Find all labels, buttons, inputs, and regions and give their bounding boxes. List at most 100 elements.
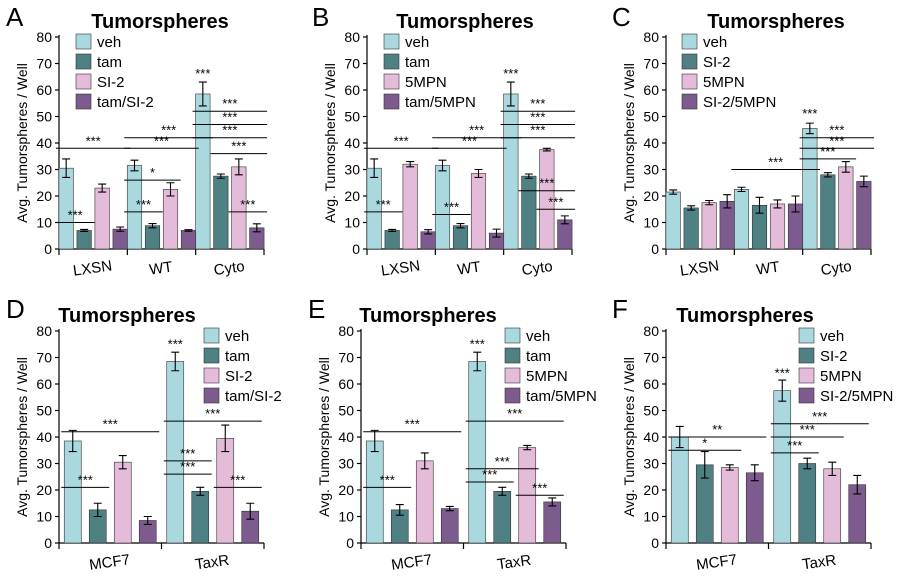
significance-label: *** <box>222 96 237 111</box>
significance-label: *** <box>539 176 554 191</box>
legend-swatch <box>203 367 220 384</box>
legend-swatch <box>383 53 400 70</box>
error-bar <box>828 461 837 476</box>
bar <box>216 438 235 544</box>
y-tick-label: 20 <box>36 188 52 204</box>
error-bar <box>221 424 230 453</box>
significance-label: *** <box>530 96 545 111</box>
bar <box>543 501 562 544</box>
significance-label: *** <box>469 123 484 138</box>
significance-label: *** <box>820 144 835 159</box>
y-tick-label: 80 <box>338 323 354 339</box>
legend-label: SI-2/5MPN <box>703 94 776 111</box>
legend-label: tam <box>526 348 551 365</box>
significance-label: *** <box>802 106 817 121</box>
y-tick-label: 20 <box>643 482 659 498</box>
error-bar <box>473 351 482 372</box>
significance-label: *** <box>829 123 844 138</box>
legend-swatch <box>681 33 698 50</box>
error-bar <box>669 189 678 195</box>
significance-label: *** <box>787 438 802 453</box>
x-tick-label: Cyto <box>820 258 853 279</box>
bar <box>493 491 512 544</box>
significance-label: *** <box>161 123 176 138</box>
legend-label: SI-2 <box>97 74 125 91</box>
y-tick-label: 0 <box>651 535 659 551</box>
y-tick-label: 50 <box>643 403 659 419</box>
x-tick-label: TaxR <box>194 552 230 574</box>
legend-swatch <box>681 53 698 70</box>
bar <box>470 173 487 250</box>
significance-label: *** <box>180 446 195 461</box>
y-tick-label: 40 <box>344 135 360 151</box>
y-tick-label: 40 <box>36 135 52 151</box>
significance-label: *** <box>68 208 83 223</box>
bar <box>113 461 132 544</box>
error-bar <box>80 228 89 233</box>
y-tick-label: 10 <box>643 215 659 231</box>
error-bar <box>370 429 379 453</box>
significance-label: *** <box>376 197 391 212</box>
legend-label: tam/5MPN <box>526 388 597 405</box>
error-bar <box>773 199 782 209</box>
panel-letter: E <box>308 294 325 324</box>
error-bar <box>370 158 379 178</box>
significance-label: *** <box>768 155 783 170</box>
error-bar <box>196 486 205 496</box>
significance-label: *** <box>495 454 510 469</box>
error-bar <box>524 173 533 179</box>
y-tick-label: 60 <box>36 82 52 98</box>
bar <box>195 93 211 250</box>
panel-letter: D <box>6 294 25 324</box>
bar <box>733 189 750 250</box>
bar <box>384 230 400 250</box>
y-tick-label: 80 <box>36 29 52 45</box>
significance-label: *** <box>507 406 522 421</box>
significance-label: *** <box>195 66 210 81</box>
y-tick-label: 20 <box>338 482 354 498</box>
x-tick-label: Cyto <box>521 258 554 279</box>
bar <box>521 175 537 250</box>
error-bar <box>93 502 102 518</box>
error-bar <box>198 81 207 107</box>
y-tick-label: 30 <box>344 162 360 178</box>
bar <box>802 128 818 250</box>
y-tick-label: 0 <box>346 535 354 551</box>
legend-label: SI-2 <box>225 368 253 385</box>
significance-label: *** <box>180 459 195 474</box>
x-tick-label: TaxR <box>801 552 837 574</box>
y-axis-label: Avg. Tumorspheres / Well <box>14 357 30 517</box>
legend-label: veh <box>703 34 727 51</box>
x-tick-label: LXSN <box>679 257 720 279</box>
legend-swatch <box>75 73 92 90</box>
significance-label: *** <box>444 200 459 215</box>
legend-label: tam/5MPN <box>405 94 476 111</box>
y-tick-label: 60 <box>338 376 354 392</box>
y-tick-label: 80 <box>36 323 52 339</box>
legend-swatch <box>383 33 400 50</box>
error-bar <box>687 205 696 211</box>
y-tick-label: 60 <box>643 82 659 98</box>
legend-label: SI-2/5MPN <box>820 388 893 405</box>
significance-label: *** <box>812 409 827 424</box>
bar <box>720 467 739 544</box>
panel-letter: A <box>6 2 24 32</box>
y-tick-label: 70 <box>643 350 659 366</box>
significance-label: *** <box>829 133 844 148</box>
chart-title: Tumorspheres <box>676 305 813 327</box>
y-tick-label: 60 <box>344 82 360 98</box>
error-bar <box>803 457 812 470</box>
significance-label: *** <box>775 365 790 380</box>
y-tick-label: 50 <box>338 403 354 419</box>
x-tick-label: WT <box>148 259 173 279</box>
significance-label: *** <box>222 123 237 138</box>
error-bar <box>98 183 107 193</box>
legend-swatch <box>798 387 815 404</box>
legend-swatch <box>383 73 400 90</box>
panel-C: C Tumorspheres Avg. Tumorspheres / Well 0 10… <box>612 2 875 280</box>
legend-label: tam <box>97 54 122 71</box>
y-axis-label: Avg. Tumorspheres / Well <box>14 63 30 223</box>
y-tick-label: 30 <box>36 162 52 178</box>
chart-title: Tumorspheres <box>707 11 844 33</box>
significance-label: *** <box>154 133 169 148</box>
